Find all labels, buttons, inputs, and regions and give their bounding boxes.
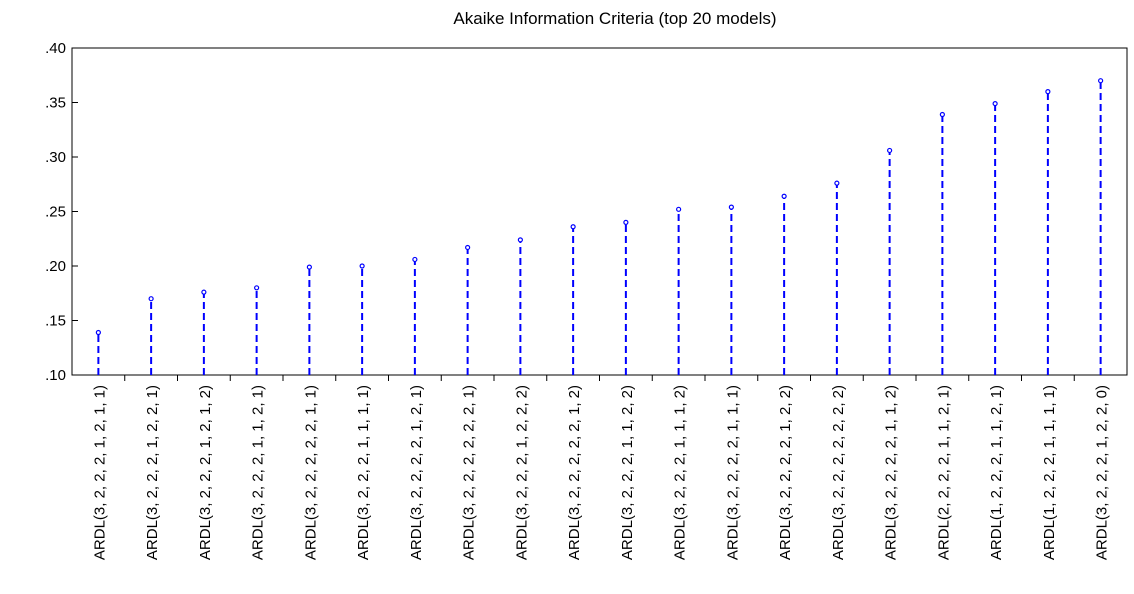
x-tick-label: ARDL(3, 2, 2, 2, 2, 1, 2, 2) xyxy=(777,385,794,560)
x-tick-label: ARDL(3, 2, 2, 2, 2, 2, 2, 2) xyxy=(830,385,847,560)
x-tick-label: ARDL(3, 2, 2, 2, 1, 2, 1, 1) xyxy=(91,385,108,560)
x-tick-label: ARDL(3, 2, 2, 2, 1, 2, 1, 2) xyxy=(197,385,214,560)
stem-head xyxy=(939,111,945,118)
x-tick-label: ARDL(3, 2, 2, 2, 2, 1, 1, 2) xyxy=(883,385,900,560)
x-tick-label: ARDL(3, 2, 2, 2, 1, 1, 2, 1) xyxy=(250,385,267,560)
y-tick-label: .25 xyxy=(45,204,66,221)
x-tick-label: ARDL(3, 2, 2, 2, 2, 1, 2, 1) xyxy=(408,385,425,560)
stem-head xyxy=(781,193,787,199)
stem-head xyxy=(1045,88,1051,95)
chart-title: Akaike Information Criteria (top 20 mode… xyxy=(453,9,776,28)
stem-head xyxy=(676,206,682,212)
stem-head xyxy=(412,256,418,263)
x-tick-label: ARDL(3, 2, 2, 2, 2, 2, 1, 2) xyxy=(566,385,583,560)
x-tick-label: ARDL(2, 2, 2, 2, 1, 1, 2, 1) xyxy=(935,385,952,560)
stem-head xyxy=(517,237,523,243)
x-tick-label: ARDL(3, 2, 2, 2, 2, 2, 1, 1) xyxy=(302,385,319,560)
stem-head xyxy=(359,263,365,269)
stem-head xyxy=(95,329,101,336)
x-tick-label: ARDL(3, 2, 2, 2, 1, 1, 2, 2) xyxy=(619,385,636,560)
x-tick-label: ARDL(3, 2, 2, 2, 2, 2, 2, 1) xyxy=(461,385,478,560)
x-tick-label: ARDL(3, 2, 2, 2, 1, 2, 2, 1) xyxy=(144,385,161,560)
x-tick-label: ARDL(3, 2, 2, 2, 2, 1, 1, 1) xyxy=(724,385,741,560)
y-tick-label: .10 xyxy=(45,367,66,384)
stem-head xyxy=(306,264,312,270)
x-tick-label: ARDL(1, 2, 2, 2, 1, 1, 2, 1) xyxy=(988,385,1005,560)
stem-head xyxy=(254,285,260,291)
x-tick-label: ARDL(3, 2, 2, 2, 1, 1, 1, 2) xyxy=(672,385,689,560)
stem-head xyxy=(623,219,629,225)
y-tick-label: .35 xyxy=(45,95,66,112)
x-tick-label: ARDL(3, 2, 2, 2, 1, 2, 2, 2) xyxy=(513,385,530,560)
stem-head xyxy=(887,147,893,154)
stem-head xyxy=(465,244,471,251)
x-tick-label: ARDL(3, 2, 2, 2, 1, 2, 2, 0) xyxy=(1094,385,1111,560)
stem-head xyxy=(570,224,576,230)
stem-head xyxy=(728,204,734,210)
stem-head xyxy=(148,296,154,302)
x-tick-label: ARDL(3, 2, 2, 2, 1, 1, 1, 1) xyxy=(355,385,372,560)
stem-head xyxy=(1098,78,1104,84)
y-tick-label: .20 xyxy=(45,258,66,275)
y-tick-label: .30 xyxy=(45,149,66,166)
y-tick-label: .15 xyxy=(45,313,66,330)
plot-frame xyxy=(71,47,1128,376)
stem-head xyxy=(834,180,840,186)
stem-head xyxy=(201,289,207,295)
x-tick-label: ARDL(1, 2, 2, 2, 1, 1, 1, 1) xyxy=(1041,385,1058,560)
y-tick-label: .40 xyxy=(45,40,66,57)
stem-head xyxy=(992,100,998,107)
